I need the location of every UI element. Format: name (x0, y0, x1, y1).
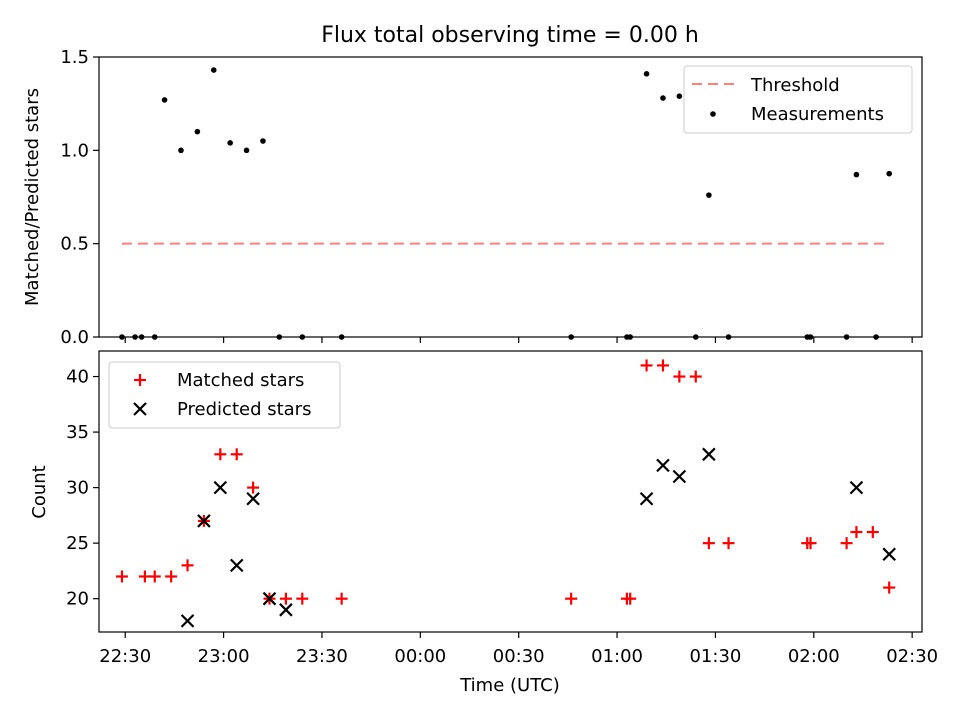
matched-star-marker (148, 570, 161, 583)
matched-star-marker (689, 370, 702, 383)
measurement-point (227, 140, 233, 146)
top-plot-marks (119, 67, 893, 340)
predicted-star-marker (849, 480, 864, 495)
predicted-star-marker (246, 491, 260, 506)
measurement-point (194, 128, 201, 135)
bottom-x-tick-label: 01:30 (689, 646, 741, 667)
predicted-star-marker (180, 614, 195, 628)
measurement-point (161, 97, 168, 103)
bottom-legend: Matched stars Predicted stars (108, 361, 341, 429)
top-legend-box (683, 65, 913, 134)
measurement-point (660, 95, 666, 101)
matched-star-marker (296, 592, 309, 605)
bottom-y-ticks: 20 25 30 35 40 (66, 367, 99, 610)
matched-star-marker (115, 570, 128, 583)
bottom-x-tick-label: 23:00 (198, 646, 250, 667)
measurement-point (706, 192, 712, 198)
top-y-tick-label: 1.5 (60, 47, 89, 68)
matched-star-marker (565, 592, 578, 605)
bottom-x-axis-label: Time (UTC) (459, 675, 560, 696)
matched-star-marker (181, 559, 194, 572)
bottom-y-tick-label: 25 (66, 533, 89, 554)
bottom-x-tick-label: 00:30 (493, 646, 545, 667)
matched-star-marker (673, 370, 686, 383)
top-x-ticks (124, 337, 913, 343)
predicted-star-marker (262, 591, 277, 606)
bottom-x-ticks: 22:30 23:00 23:30 00:00 00:30 01:00 01:30 02:00… (99, 632, 938, 667)
top-y-tick-label: 0.0 (60, 327, 89, 348)
legend-predicted-label: Predicted stars (177, 399, 311, 420)
top-y-axis-label: Matched/Predicted stars (22, 88, 43, 306)
bottom-plot-marks (115, 359, 896, 628)
matched-star-marker (640, 359, 653, 372)
matched-star-marker (850, 526, 863, 539)
matched-star-marker (335, 592, 348, 605)
legend-predicted-swatch (133, 402, 147, 416)
measurement-point (643, 71, 650, 77)
figure-title: Flux total observing time = 0.00 h (321, 23, 699, 48)
predicted-star-marker (213, 480, 228, 495)
predicted-star-marker (882, 547, 896, 562)
bottom-x-tick-label: 02:00 (788, 646, 840, 667)
measurement-point (243, 147, 250, 154)
top-panel: 0.0 0.5 1.0 1.5 Matched/Predicted stars Thr… (22, 47, 923, 348)
matched-star-marker (866, 526, 879, 539)
measurement-point (676, 93, 683, 99)
matched-star-marker (624, 592, 637, 605)
measurement-point (853, 171, 860, 178)
top-y-tick-label: 1.0 (60, 140, 89, 161)
legend-measurements-swatch (710, 111, 716, 117)
matched-star-marker (804, 537, 817, 550)
top-legend: Threshold Measurements (683, 65, 913, 134)
legend-measurements-label: Measurements (751, 104, 884, 125)
bottom-x-tick-label: 23:30 (296, 646, 348, 667)
bottom-x-tick-label: 02:30 (886, 646, 938, 667)
predicted-star-marker (197, 514, 211, 528)
bottom-y-tick-label: 20 (66, 589, 89, 610)
bottom-y-axis-label: Count (29, 465, 50, 518)
legend-matched-label: Matched stars (177, 370, 304, 391)
predicted-star-marker (656, 458, 670, 473)
matched-star-marker (247, 481, 260, 494)
bottom-x-tick-label: 22:30 (99, 646, 151, 667)
measurement-point (886, 170, 893, 177)
measurement-point (178, 147, 184, 154)
matched-star-marker (883, 581, 896, 594)
bottom-legend-box (108, 361, 341, 429)
bottom-panel: 20 25 30 35 40 22:30 23:00 23:30 00:00 00:30 01:0… (29, 350, 938, 696)
measurement-point (260, 138, 266, 144)
bottom-y-tick-label: 30 (66, 478, 89, 499)
top-y-ticks: 0.0 0.5 1.0 1.5 (60, 47, 99, 348)
predicted-star-marker (279, 603, 293, 617)
bottom-y-tick-label: 35 (66, 422, 89, 443)
measurement-point (210, 67, 217, 73)
predicted-star-marker (639, 491, 654, 506)
matched-star-marker (165, 570, 178, 583)
matched-star-marker (722, 537, 735, 550)
predicted-star-marker (672, 469, 687, 484)
top-axes-frame (98, 56, 923, 338)
matched-star-marker (279, 592, 292, 605)
matched-star-marker (702, 537, 715, 550)
legend-threshold-label: Threshold (750, 75, 840, 96)
matched-star-marker (214, 448, 227, 461)
top-y-tick-label: 0.5 (60, 234, 89, 255)
predicted-star-marker (702, 447, 716, 462)
bottom-x-tick-label: 01:00 (591, 646, 643, 667)
matched-star-marker (230, 448, 243, 461)
bottom-y-tick-label: 40 (66, 367, 89, 388)
bottom-axes-frame (98, 350, 923, 633)
bottom-x-tick-label: 00:00 (394, 646, 446, 667)
predicted-star-marker (229, 558, 244, 573)
legend-matched-swatch (134, 374, 146, 386)
matched-star-marker (656, 359, 669, 372)
matched-star-marker (840, 537, 853, 550)
